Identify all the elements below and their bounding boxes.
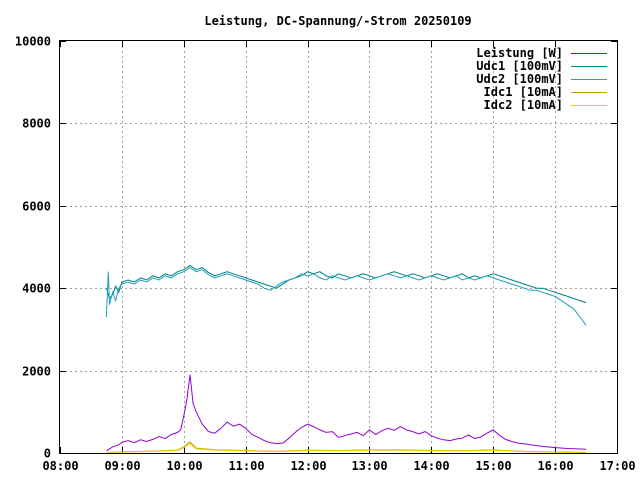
x-tick-label: 14:00 — [413, 459, 449, 473]
y-tick-label: 6000 — [22, 200, 51, 214]
x-tick-label: 11:00 — [228, 459, 264, 473]
x-tick-label: 08:00 — [42, 459, 78, 473]
x-tick-label: 13:00 — [351, 459, 387, 473]
series-line-5 — [106, 442, 587, 454]
legend-label: Leistung [W] — [476, 46, 563, 60]
y-axis-ticks: 0 2000 4000 6000 8000 10000 — [15, 35, 617, 461]
y-tick-label: 2000 — [22, 365, 51, 379]
series-line-2 — [105, 264, 587, 304]
x-tick-label: 09:00 — [104, 459, 140, 473]
x-tick-label: 15:00 — [475, 459, 511, 473]
grid-lines — [60, 41, 617, 453]
legend-label: Udc1 [100mV] — [476, 59, 563, 73]
legend-label: Idc2 [10mA] — [484, 98, 563, 112]
y-tick-label: 8000 — [22, 117, 51, 131]
legend-label: Idc1 [10mA] — [484, 85, 563, 99]
x-tick-label: 10:00 — [166, 459, 202, 473]
legend: Leistung [W]Udc1 [100mV]Udc2 [100mV]Idc1… — [476, 46, 607, 112]
x-tick-label: 17:00 — [599, 459, 635, 473]
x-axis-ticks: 08:00 09:00 10:00 11:00 12:00 13:00 14:00 15:00… — [42, 41, 636, 473]
series-line-1 — [106, 374, 587, 452]
x-tick-label: 16:00 — [537, 459, 573, 473]
plot-frame — [59, 40, 618, 454]
y-tick-label: 0 — [44, 447, 51, 461]
y-tick-label: 10000 — [15, 35, 51, 49]
chart-title: Leistung, DC-Spannung/-Strom 20250109 — [204, 14, 471, 28]
legend-label: Udc2 [100mV] — [476, 72, 563, 86]
y-tick-label: 4000 — [22, 282, 51, 296]
series-lines — [105, 264, 587, 454]
series-line-3 — [105, 267, 587, 326]
x-tick-label: 12:00 — [290, 459, 326, 473]
